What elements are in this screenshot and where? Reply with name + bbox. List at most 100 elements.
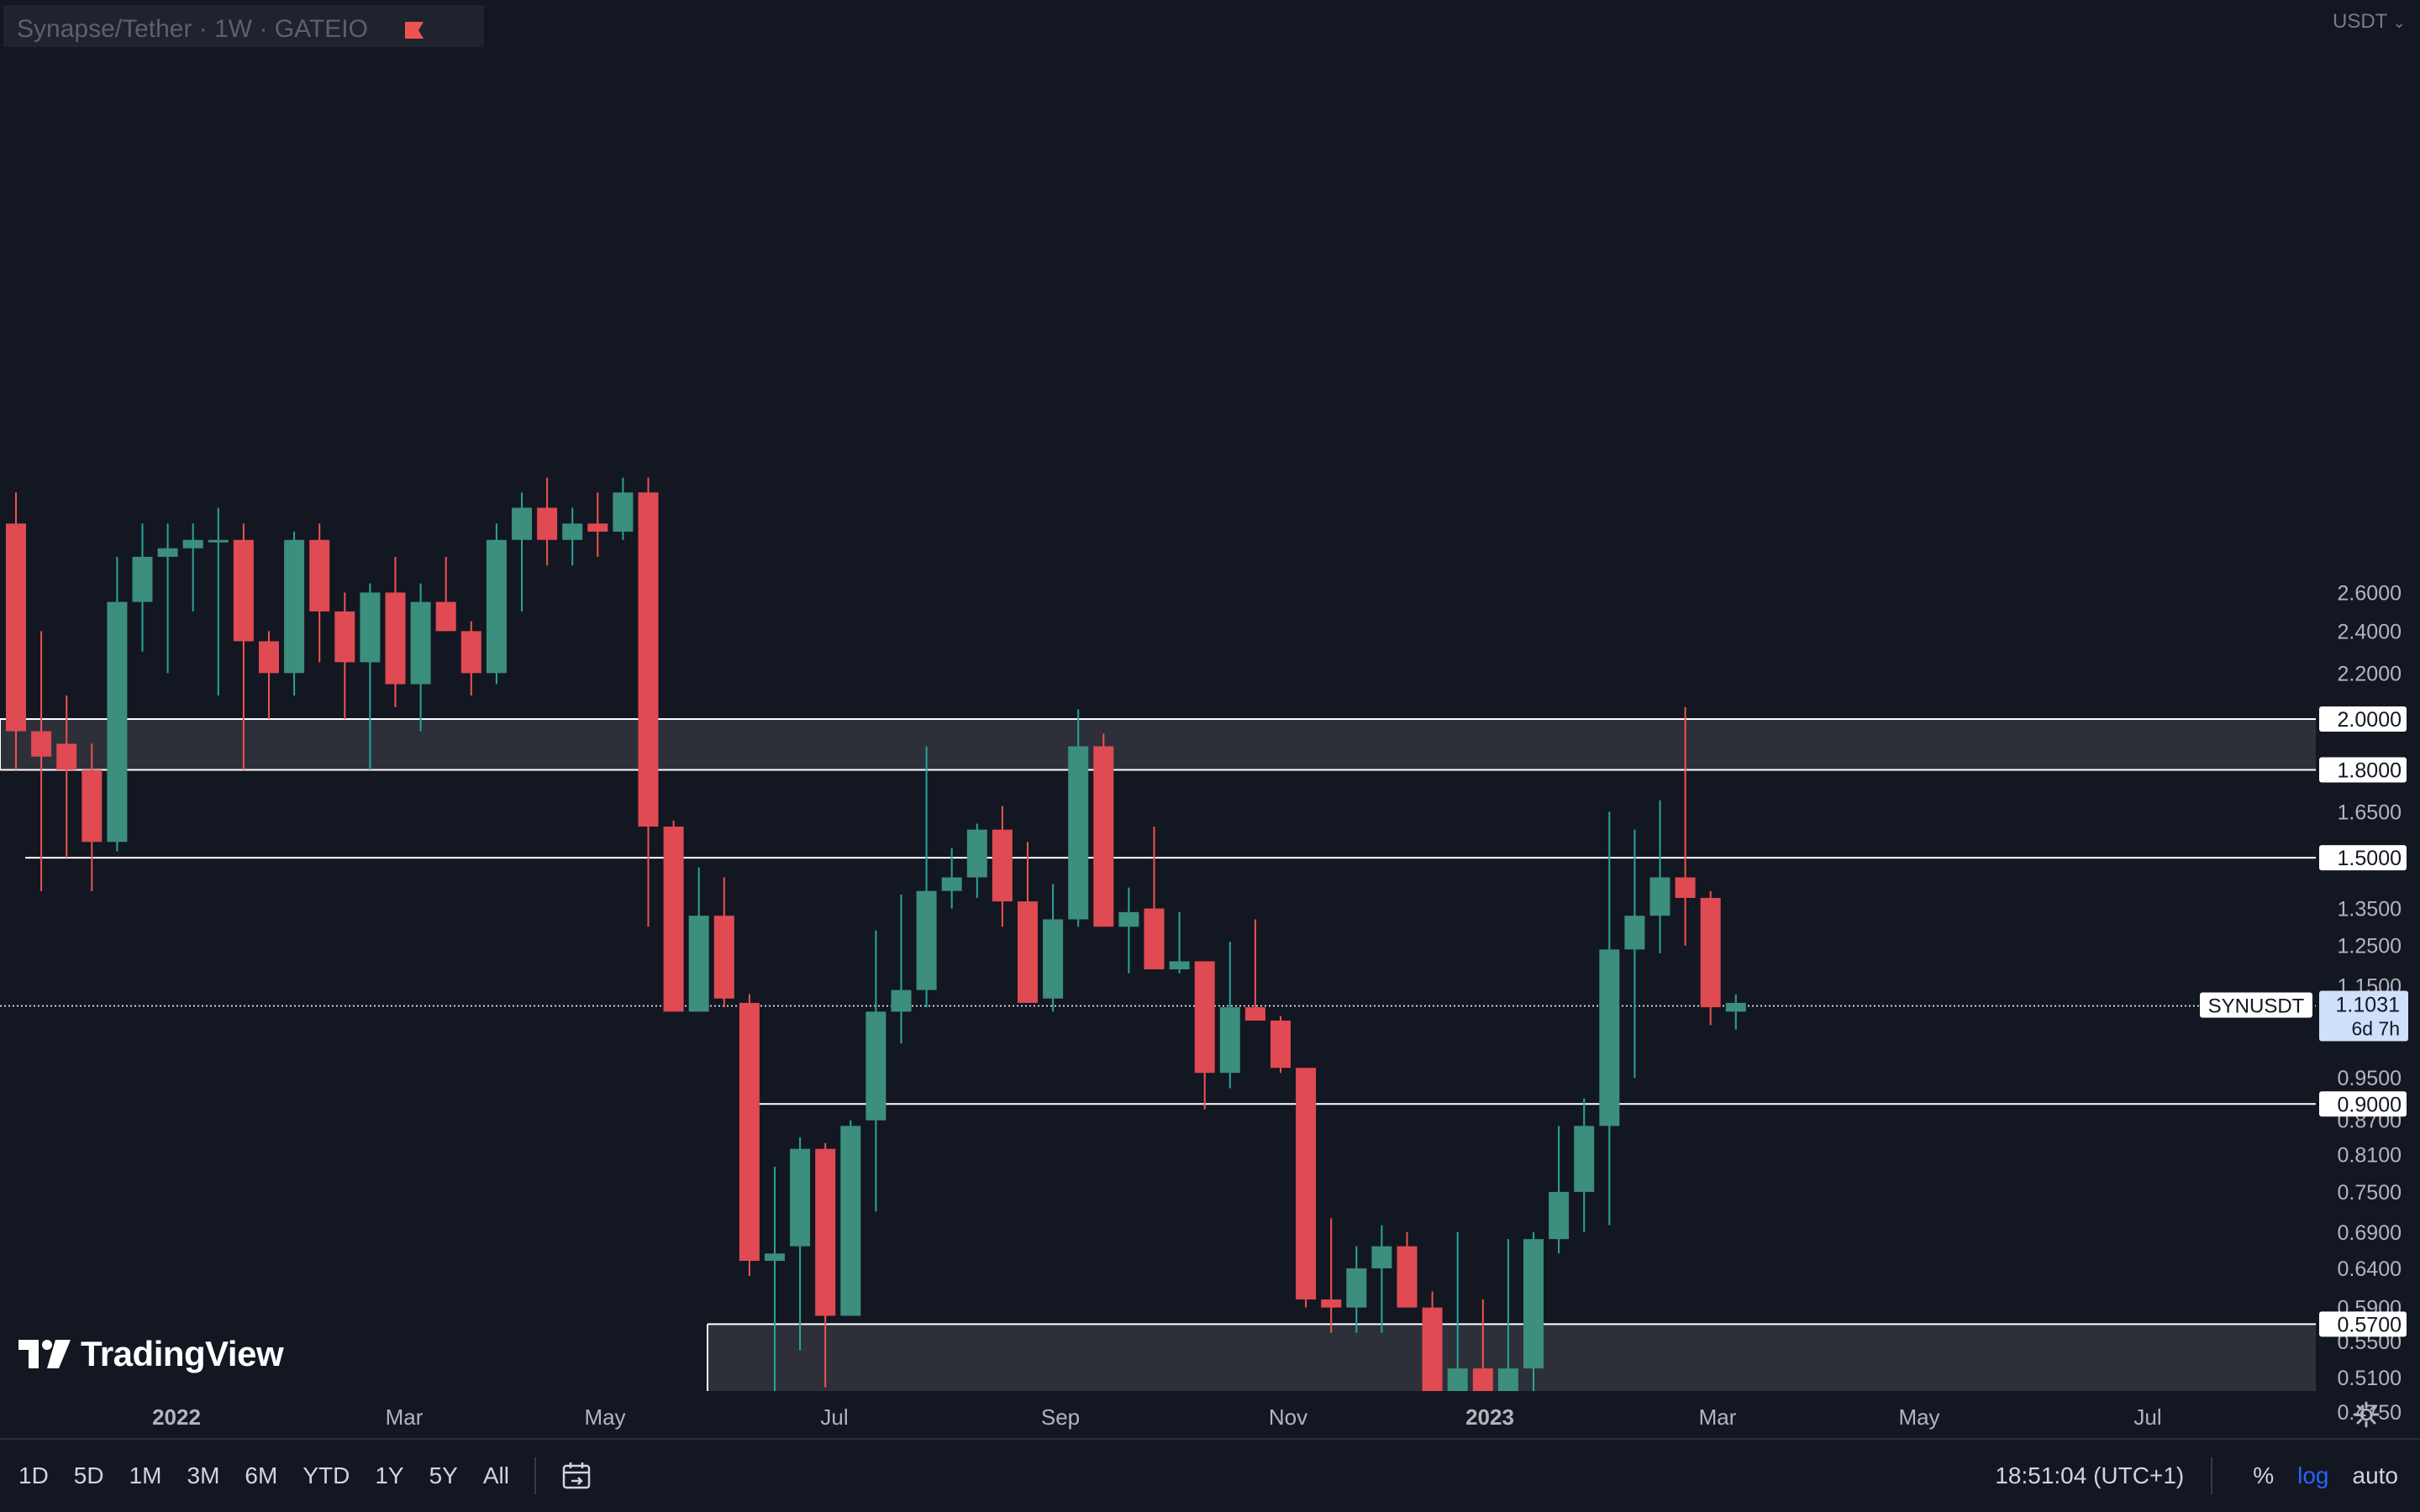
range-5d-button[interactable]: 5D xyxy=(73,1462,104,1488)
candle-body xyxy=(1346,1268,1367,1308)
candle-body xyxy=(1321,1299,1342,1308)
range-6m-button[interactable]: 6M xyxy=(245,1462,278,1488)
candle xyxy=(157,523,178,674)
candle-body xyxy=(1371,1246,1392,1268)
candle xyxy=(613,477,634,540)
candle-body xyxy=(1118,911,1139,927)
candle-body xyxy=(537,507,558,540)
candle xyxy=(1574,1098,1595,1232)
candle-body xyxy=(6,523,26,732)
axis-layer: 2.60002.40002.20001.65001.35001.25001.15… xyxy=(0,0,2420,1438)
candle xyxy=(992,806,1013,927)
candle-body xyxy=(713,916,734,999)
support-resistance-zone xyxy=(0,718,2316,770)
symbol-title: Synapse/Tether · 1W · GATEIO xyxy=(17,15,368,43)
y-tick-label: 0.6900 xyxy=(2338,1221,2402,1245)
candle-body xyxy=(1700,897,1721,1008)
y-tick-label: 1.2500 xyxy=(2338,935,2402,958)
range-1y-button[interactable]: 1Y xyxy=(375,1462,404,1488)
range-ytd-button[interactable]: YTD xyxy=(302,1462,350,1488)
candle-body xyxy=(1244,1007,1265,1021)
x-tick-label: Sep xyxy=(1041,1404,1080,1430)
candle-body xyxy=(1397,1246,1418,1308)
candle-body xyxy=(360,592,381,663)
candle xyxy=(1321,1218,1342,1333)
price-axis-bg xyxy=(2316,0,2420,1391)
x-tick-label: May xyxy=(584,1404,625,1430)
candle-body xyxy=(132,556,153,602)
candle xyxy=(1093,733,1114,927)
symbol-title-box[interactable]: Synapse/Tether · 1W · GATEIO xyxy=(3,5,484,47)
x-tick-label: Jul xyxy=(2133,1404,2161,1430)
candle xyxy=(840,1120,861,1316)
candle-body xyxy=(182,539,203,549)
range-1m-button[interactable]: 1M xyxy=(129,1462,162,1488)
percent-scale-toggle[interactable]: % xyxy=(2253,1462,2275,1488)
candle-body xyxy=(562,523,583,540)
chevron-down-icon: ⌄ xyxy=(2392,14,2406,31)
candle xyxy=(1219,942,1240,1089)
y-tick-label: 0.7500 xyxy=(2338,1181,2402,1205)
candle xyxy=(460,621,481,696)
toolbar-divider xyxy=(534,1457,536,1494)
candle-body xyxy=(1725,1002,1746,1012)
candle xyxy=(1397,1231,1418,1308)
y-tick-label: 0.4750 xyxy=(2338,1401,2402,1425)
candle xyxy=(1725,994,1746,1030)
level-label-box xyxy=(2319,845,2407,871)
candle-body xyxy=(31,731,52,757)
candle xyxy=(1422,1291,1443,1398)
level-label-text: 0.9000 xyxy=(2338,1093,2402,1116)
countdown-text: 6d 7h xyxy=(2351,1017,2400,1039)
candle xyxy=(891,894,912,1044)
level-label-text: 0.5700 xyxy=(2338,1313,2402,1336)
candle xyxy=(537,477,558,566)
gear-icon[interactable] xyxy=(2353,1401,2380,1428)
candle-body xyxy=(815,1148,836,1316)
candle-body xyxy=(157,548,178,557)
candle xyxy=(1700,890,1721,1026)
candle xyxy=(1144,827,1165,969)
level-price-label: 1.8000 xyxy=(2319,757,2407,783)
right-controls: 18:51:04 (UTC+1) % log auto xyxy=(1995,1457,2420,1494)
candles-layer xyxy=(6,477,1746,1408)
candle-body xyxy=(966,829,987,878)
candle xyxy=(182,523,203,612)
y-tick-label: 2.4000 xyxy=(2338,620,2402,643)
log-scale-toggle[interactable]: log xyxy=(2297,1462,2329,1488)
candle-body xyxy=(233,539,254,642)
range-5y-button[interactable]: 5Y xyxy=(429,1462,458,1488)
candle-body xyxy=(790,1148,811,1247)
candle-body xyxy=(1169,961,1190,969)
candle xyxy=(1043,884,1064,1012)
candle xyxy=(941,848,962,909)
range-buttons: 1D 5D 1M 3M 6M YTD 1Y 5Y All xyxy=(0,1457,593,1494)
candle xyxy=(1675,706,1696,946)
candle xyxy=(1194,961,1215,1110)
time-axis-bg xyxy=(0,1391,2420,1438)
candle xyxy=(309,523,330,663)
range-3m-button[interactable]: 3M xyxy=(187,1462,220,1488)
candle-body xyxy=(1219,1007,1240,1074)
symbol-tag-box xyxy=(2200,992,2312,1018)
candle-body xyxy=(1068,746,1089,920)
candle xyxy=(56,695,77,858)
auto-scale-toggle[interactable]: auto xyxy=(2352,1462,2399,1488)
candle-body xyxy=(840,1126,861,1316)
candle-body xyxy=(587,523,608,532)
clock-readout[interactable]: 18:51:04 (UTC+1) xyxy=(1995,1462,2185,1488)
range-all-button[interactable]: All xyxy=(482,1462,509,1488)
candle xyxy=(31,631,52,891)
calendar-range-icon[interactable] xyxy=(560,1459,593,1493)
toolbar-divider xyxy=(2211,1457,2213,1494)
candle xyxy=(688,867,709,1012)
level-label-text: 1.5000 xyxy=(2338,847,2402,870)
candle xyxy=(1599,811,1620,1226)
candle xyxy=(1649,800,1670,953)
currency-selector[interactable]: USDT ⌄ xyxy=(2333,10,2406,34)
candle-body xyxy=(1194,961,1215,1074)
level-label-box xyxy=(2319,757,2407,783)
price-chart[interactable]: 2.60002.40002.20001.65001.35001.25001.15… xyxy=(0,0,2420,1438)
logo-text: TradingView xyxy=(81,1334,284,1373)
range-1d-button[interactable]: 1D xyxy=(18,1462,49,1488)
